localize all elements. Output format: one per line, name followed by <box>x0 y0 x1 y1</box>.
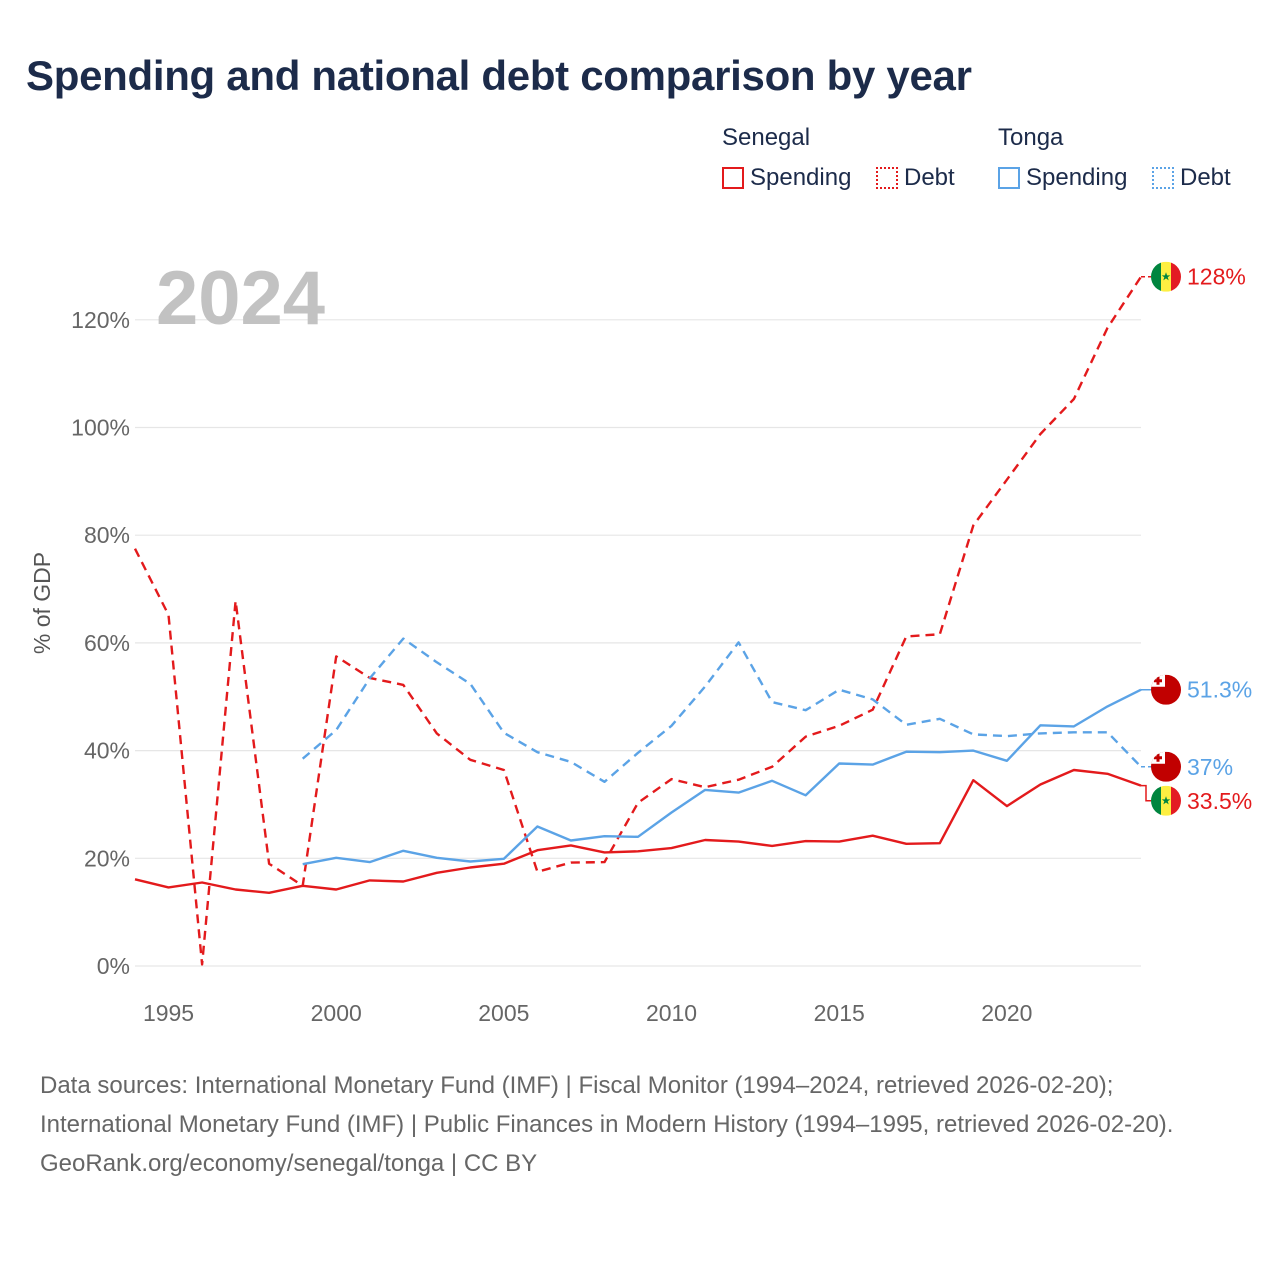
x-tick-label: 1995 <box>143 1000 194 1026</box>
end-label-connector <box>1141 784 1151 802</box>
y-tick-label: 60% <box>84 630 130 656</box>
end-value-label: 33.5% <box>1187 788 1252 814</box>
x-tick-label: 2005 <box>478 1000 529 1026</box>
legend-swatch-dotted <box>876 167 898 189</box>
legend-item-senegal-debt[interactable]: Debt <box>876 164 955 192</box>
series-line-senegal-debt[interactable] <box>133 276 1143 966</box>
series-line-tonga-spending[interactable] <box>302 688 1142 866</box>
series-lines <box>133 276 1143 966</box>
senegal-flag-icon <box>1151 262 1181 292</box>
y-tick-label: 120% <box>71 307 130 333</box>
x-tick-label: 2000 <box>311 1000 362 1026</box>
end-labels: 128% 51.3% 37% 33.5% <box>1141 262 1252 816</box>
footer: Data sources: International Monetary Fun… <box>40 1066 1240 1183</box>
axes: 0% 20% 40% 60% 80% 100% 120% 1995 2000 2005 2010 20… <box>71 307 1032 1026</box>
legend-item-senegal-spending[interactable]: Spending <box>722 164 851 192</box>
end-value-label: 37% <box>1187 754 1233 780</box>
line-chart: 0% 20% 40% 60% 80% 100% 120% 1995 2000 2005 2010 20… <box>29 256 1252 1026</box>
legend-item-tonga-debt[interactable]: Debt <box>1152 164 1231 192</box>
x-tick-label: 2010 <box>646 1000 697 1026</box>
y-tick-label: 40% <box>84 738 130 764</box>
series-line-senegal-spending[interactable] <box>134 768 1142 894</box>
y-axis-label: % of GDP <box>29 552 55 654</box>
legend-item-label: Debt <box>1180 164 1231 191</box>
legend-group-label: Senegal <box>722 124 811 151</box>
gridlines <box>135 319 1141 967</box>
legend-group-label: Tonga <box>998 124 1064 151</box>
legend-swatch-solid <box>722 167 744 189</box>
tonga-flag-icon <box>1151 752 1181 782</box>
y-tick-label: 20% <box>84 845 130 871</box>
legend-item-label: Spending <box>750 164 852 191</box>
chart-title: Spending and national debt comparison by… <box>26 52 972 99</box>
series-line-tonga-debt[interactable] <box>301 637 1142 783</box>
y-tick-label: 0% <box>97 953 130 979</box>
y-tick-label: 100% <box>71 415 130 441</box>
end-value-label: 128% <box>1187 264 1246 290</box>
year-watermark: 2024 <box>156 256 325 341</box>
legend-item-label: Spending <box>1026 164 1128 191</box>
x-tick-label: 2015 <box>814 1000 865 1026</box>
credit-line[interactable]: GeoRank.org/economy/senegal/tonga | CC B… <box>40 1150 538 1177</box>
legend-item-label: Debt <box>904 164 955 191</box>
legend-item-tonga-spending[interactable]: Spending <box>998 164 1127 192</box>
data-sources: Data sources: International Monetary Fun… <box>40 1072 1174 1138</box>
legend-swatch-dotted <box>1152 167 1174 189</box>
senegal-flag-icon <box>1151 786 1181 816</box>
end-value-label: 51.3% <box>1187 677 1252 703</box>
tonga-flag-icon <box>1151 675 1181 705</box>
legend-swatch-solid <box>998 167 1020 189</box>
y-tick-label: 80% <box>84 522 130 548</box>
x-tick-label: 2020 <box>981 1000 1032 1026</box>
